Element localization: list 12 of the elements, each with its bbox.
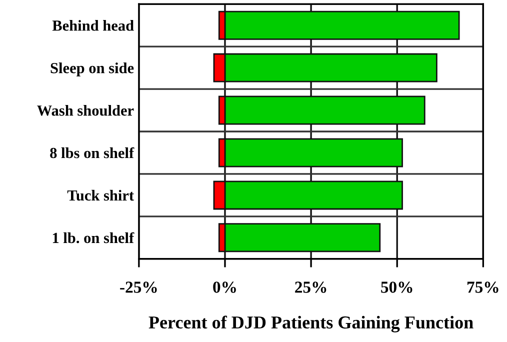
y-tick-label: Behind head: [52, 20, 134, 31]
x-tick-label: -25%: [120, 282, 157, 293]
y-tick-label: 1 lb. on shelf: [52, 232, 134, 244]
x-tick-label: 25%: [295, 282, 326, 293]
y-tick-label: Sleep on side: [50, 62, 134, 76]
x-axis-title: Percent of DJD Patients Gaining Function: [148, 316, 474, 332]
x-tick-label: 50%: [381, 282, 412, 293]
y-tick-label: Wash shoulder: [37, 104, 134, 116]
y-tick-label: Tuck shirt: [67, 190, 134, 201]
x-tick-label: 75%: [467, 282, 498, 293]
x-tick-label: 0%: [213, 282, 236, 293]
y-tick-label: 8 lbs on shelf: [50, 147, 134, 158]
